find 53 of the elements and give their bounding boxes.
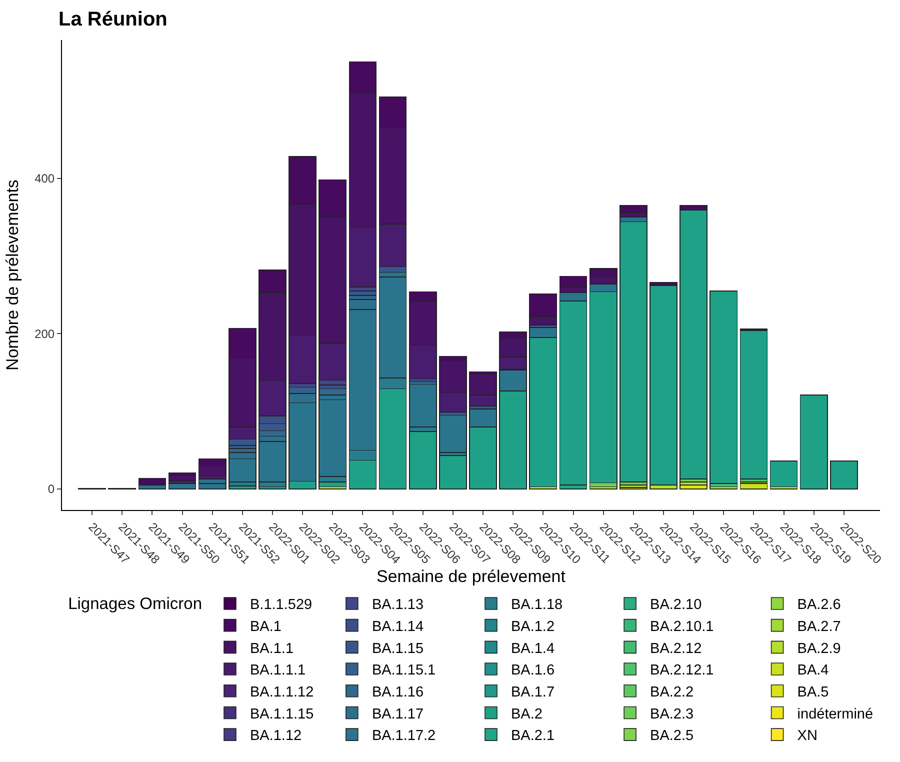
legend-label: BA.1.1.12 bbox=[250, 684, 314, 701]
legend-label: BA.1.17 bbox=[372, 706, 424, 722]
legend-label: BA.1.14 bbox=[372, 618, 424, 635]
legend-label: B.1.1.529 bbox=[250, 597, 312, 614]
bar bbox=[168, 475, 196, 481]
bar bbox=[830, 460, 858, 490]
legend-title: Lignages Omicron bbox=[68, 595, 202, 613]
legend-label: BA.2.10.1 bbox=[650, 618, 714, 635]
y-tick-label: 200 bbox=[34, 326, 55, 341]
legend-label: BA.2.7 bbox=[797, 618, 841, 635]
legend-label: BA.5 bbox=[797, 684, 829, 701]
bar bbox=[408, 431, 437, 490]
legend-label: BA.1.18 bbox=[511, 597, 563, 614]
legend-label: BA.2.3 bbox=[650, 706, 694, 722]
bar bbox=[710, 290, 738, 484]
bar bbox=[619, 221, 648, 482]
legend-label: BA.1.6 bbox=[511, 662, 555, 679]
legend-label: BA.1.2 bbox=[511, 618, 555, 635]
y-tick-label: 400 bbox=[34, 171, 55, 186]
legend-label: BA.1.1.1 bbox=[250, 662, 306, 679]
legend-label: BA.1.1 bbox=[250, 640, 294, 657]
legend-label: BA.2.2 bbox=[650, 684, 694, 701]
legend-label: BA.1 bbox=[250, 618, 282, 635]
legend-label: BA.1.15 bbox=[372, 640, 424, 657]
x-axis-title: Semaine de prélevement bbox=[376, 567, 566, 586]
bar bbox=[650, 285, 678, 486]
chart-title: La Réunion bbox=[58, 8, 168, 30]
legend-label: BA.1.17.2 bbox=[372, 728, 436, 744]
legend-label: BA.2.6 bbox=[797, 597, 841, 614]
legend-label: BA.1.1.15 bbox=[250, 706, 314, 722]
bar bbox=[770, 460, 798, 488]
bar bbox=[740, 330, 768, 480]
legend-label: BA.2.9 bbox=[797, 640, 841, 657]
legend-label: BA.1.4 bbox=[511, 640, 555, 657]
legend-label: indéterminé bbox=[797, 706, 874, 722]
bar bbox=[439, 414, 467, 453]
legend-label: BA.1.12 bbox=[250, 728, 302, 744]
legend-label: BA.2.10 bbox=[650, 597, 702, 614]
legend-label: BA.1.15.1 bbox=[372, 662, 436, 679]
legend-label: BA.2.12.1 bbox=[650, 662, 714, 679]
legend-label: BA.2.1 bbox=[511, 728, 555, 744]
legend-label: BA.1.16 bbox=[372, 684, 424, 701]
legend-label: BA.4 bbox=[797, 662, 829, 679]
legend-label: BA.2.5 bbox=[650, 728, 694, 744]
y-tick-label: 0 bbox=[48, 482, 55, 496]
bar bbox=[800, 394, 828, 490]
legend-label: BA.2.12 bbox=[650, 640, 702, 657]
legend-label: BA.1.7 bbox=[511, 684, 555, 701]
y-axis-title: Nombre de prélevements bbox=[3, 180, 22, 370]
legend-label: BA.2 bbox=[511, 706, 542, 722]
legend-label: XN bbox=[797, 728, 818, 744]
legend-label: BA.1.13 bbox=[372, 597, 424, 614]
bar bbox=[439, 455, 467, 490]
